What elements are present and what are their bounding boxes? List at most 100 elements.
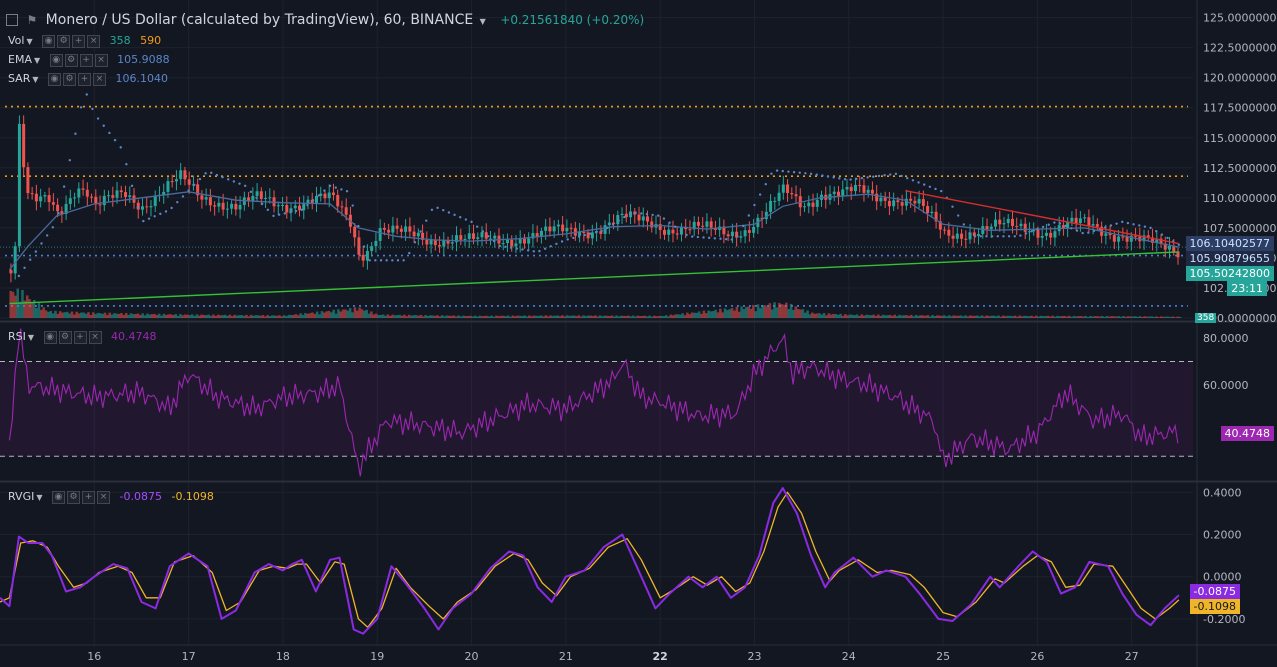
volume-bar [622,315,625,318]
settings-icon[interactable]: ⚙ [64,53,78,67]
volume-bar [971,315,974,318]
close-icon[interactable]: × [88,330,102,344]
rsi-pane[interactable] [0,328,1193,477]
candle-body [421,232,425,240]
sar-dot [526,249,530,252]
candle-body [484,232,488,239]
sar-dot [923,183,926,186]
add-icon[interactable]: + [82,490,95,504]
vol-label[interactable]: Vol [8,34,25,47]
rvgi-pane[interactable] [0,487,1180,635]
volume-bar [690,312,694,318]
eye-icon[interactable]: ◉ [49,53,63,67]
sar-dot [311,199,315,202]
volume-bar [506,315,510,318]
candle-body [722,226,726,235]
volume-bar [928,316,932,318]
volume-bar [169,314,173,318]
volume-bar [391,314,394,318]
flag-icon[interactable]: ⚑ [26,13,38,27]
close-icon[interactable]: × [94,53,108,67]
chevron-down-icon[interactable]: ▼ [36,493,43,502]
volume-bar [860,314,864,318]
ema-label[interactable]: EMA [8,53,32,66]
resistance-trendline[interactable] [905,189,1179,245]
volume-bar [1174,317,1177,318]
x-tick-label: 17 [182,650,196,663]
candle-body [1015,226,1019,228]
volume-bar [702,310,706,318]
volume-bar [410,315,413,318]
volume-bar [716,312,720,318]
candle-body [620,213,624,216]
close-icon[interactable]: × [97,490,110,504]
sar-dot [640,212,643,215]
chevron-down-icon[interactable]: ▼ [32,75,39,84]
sar-dot [889,173,892,176]
candle-body [578,231,582,236]
sar-dot [34,250,38,253]
sar-dot [821,174,824,177]
volume-bar [1060,316,1064,318]
eye-icon[interactable]: ◉ [42,34,56,48]
price-pane[interactable] [0,93,1193,318]
eye-icon[interactable]: ◉ [48,72,62,86]
add-icon[interactable]: + [72,34,86,48]
volume-bar [403,314,406,318]
settings-icon[interactable]: ⚙ [67,490,80,504]
support-trendline[interactable] [9,251,1179,305]
volume-bar [940,315,944,318]
volume-bar [742,309,746,318]
eye-icon[interactable]: ◉ [52,490,65,504]
chevron-down-icon[interactable]: ▼ [479,17,486,26]
candle-body [879,197,883,202]
sar-dot [962,223,966,226]
volume-bar [358,307,361,318]
candle-body [374,240,378,247]
volume-bar [851,314,854,318]
chevron-down-icon[interactable]: ▼ [26,37,33,46]
candle-body [1176,251,1180,258]
rsi-label[interactable]: RSI [8,330,26,343]
volume-bar [30,301,34,318]
candle-body [662,229,666,235]
volume-bar [570,315,574,318]
chevron-down-icon[interactable]: ▼ [33,56,41,65]
volume-bar [582,315,585,318]
settings-icon[interactable]: ⚙ [58,330,72,344]
volume-bar [485,315,489,318]
sar-dot [215,173,219,177]
sar-dot [849,178,852,181]
symbol-title[interactable]: Monero / US Dollar (calculated by Tradin… [45,12,474,28]
volume-bar [839,313,842,318]
settings-icon[interactable]: ⚙ [63,72,77,86]
rvgi-label[interactable]: RVGI [8,490,35,503]
candle-body [247,197,251,201]
candle-body [544,226,548,231]
add-icon[interactable]: + [78,72,92,86]
volume-bar [134,314,137,318]
settings-icon[interactable]: ⚙ [57,34,71,48]
chevron-down-icon[interactable]: ▼ [27,333,35,342]
volume-bar [353,307,357,318]
add-icon[interactable]: + [73,330,87,344]
candle-body [900,202,904,206]
candle-body [1074,217,1078,223]
eye-icon[interactable]: ◉ [43,330,57,344]
sar-label[interactable]: SAR [8,72,31,85]
volume-bar [247,316,251,318]
candle-body [107,195,111,197]
volume-bar [165,314,168,318]
sar-dot [600,229,603,232]
close-icon[interactable]: × [87,34,101,48]
volume-bar [381,314,385,318]
candle-body [747,230,751,233]
sar-dot [1166,236,1169,240]
close-icon[interactable]: × [93,72,107,86]
collapse-icon[interactable] [6,14,18,26]
add-icon[interactable]: + [79,53,93,67]
volume-bar [1035,315,1038,318]
volume-bar [1023,315,1026,318]
volume-bar [188,315,192,318]
volume-bar [132,314,135,318]
